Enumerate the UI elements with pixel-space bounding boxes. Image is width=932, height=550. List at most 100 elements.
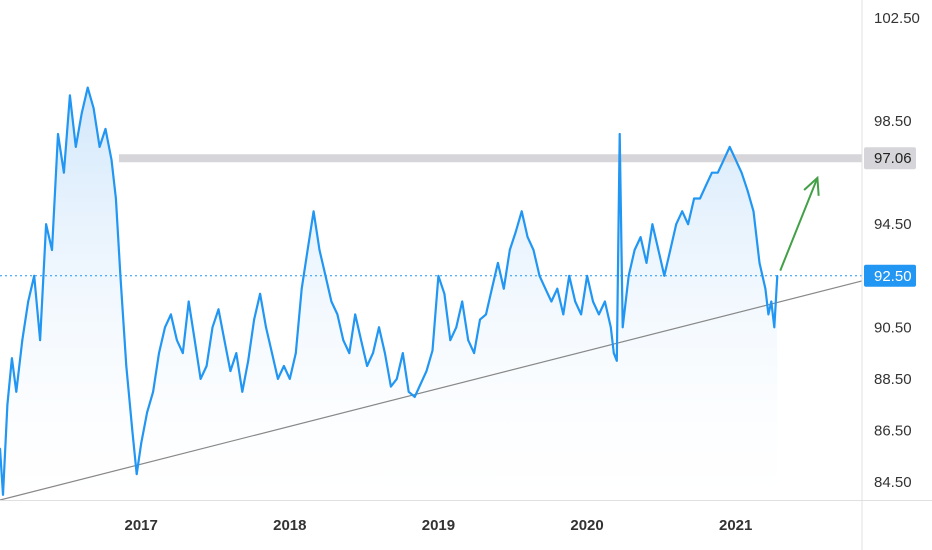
data-point	[544, 287, 547, 290]
data-point	[170, 313, 172, 316]
y-tick-label: 98.50	[874, 113, 912, 130]
data-point	[223, 339, 226, 342]
data-point	[550, 300, 553, 303]
data-point	[740, 171, 743, 174]
data-point	[461, 300, 464, 303]
data-point	[324, 274, 327, 277]
data-point	[140, 442, 143, 445]
x-tick-label: 2020	[570, 517, 603, 534]
data-point	[33, 274, 36, 277]
data-point	[612, 352, 615, 354]
data-point	[152, 390, 155, 393]
data-point	[92, 107, 95, 110]
data-point	[746, 189, 749, 192]
data-point	[74, 146, 77, 148]
data-point	[514, 231, 517, 233]
x-tick-label: 2017	[125, 517, 158, 534]
data-point	[592, 300, 594, 303]
data-point	[598, 313, 600, 316]
data-point	[241, 390, 244, 393]
data-point	[229, 370, 232, 372]
data-point	[645, 262, 648, 264]
resistance-price-badge	[864, 147, 916, 170]
data-point	[330, 300, 333, 303]
data-point	[366, 365, 368, 367]
data-point	[728, 146, 731, 148]
data-point	[639, 236, 642, 239]
data-point	[663, 274, 666, 277]
data-point	[119, 274, 122, 277]
data-point	[300, 287, 303, 290]
data-point	[716, 171, 719, 174]
current-price-label: 92.50	[874, 268, 912, 285]
data-point	[390, 385, 392, 388]
price-area-fill	[0, 87, 778, 500]
data-point	[57, 133, 59, 135]
data-point	[734, 158, 737, 161]
data-point	[627, 274, 630, 277]
data-point	[11, 357, 13, 360]
data-point	[419, 383, 422, 385]
data-point	[15, 390, 18, 393]
data-point	[131, 429, 134, 432]
data-point	[2, 493, 4, 496]
x-tick-label: 2021	[719, 517, 752, 534]
data-point	[283, 365, 285, 367]
data-point	[135, 473, 138, 476]
data-point	[45, 223, 47, 226]
data-point	[764, 287, 767, 290]
y-tick-label: 94.50	[874, 216, 912, 233]
data-point	[110, 158, 113, 161]
data-point	[63, 171, 65, 174]
data-point	[51, 249, 53, 251]
data-point	[176, 339, 178, 342]
data-point	[306, 249, 309, 251]
data-point	[348, 352, 351, 354]
data-point	[651, 223, 654, 226]
data-point	[211, 326, 214, 329]
data-point	[181, 352, 184, 354]
data-point	[711, 171, 713, 174]
data-point	[395, 378, 398, 380]
data-point	[354, 313, 357, 316]
data-point	[574, 300, 577, 303]
data-point	[80, 112, 83, 115]
data-point	[378, 326, 380, 329]
data-point	[443, 292, 446, 295]
data-point	[752, 210, 755, 213]
data-point	[247, 359, 250, 362]
y-tick-label: 84.50	[874, 474, 912, 491]
resistance-band	[118, 154, 863, 163]
data-point	[705, 184, 707, 187]
data-point	[86, 86, 89, 89]
y-tick-label: 90.50	[874, 319, 912, 336]
data-point	[125, 365, 128, 367]
data-point	[407, 390, 410, 393]
data-point	[384, 352, 386, 354]
data-point	[502, 287, 505, 290]
data-point	[675, 223, 678, 226]
data-point	[98, 146, 101, 148]
data-point	[193, 339, 196, 342]
data-point	[767, 313, 770, 316]
data-point	[568, 274, 571, 277]
data-point	[360, 339, 362, 342]
data-point	[6, 403, 9, 406]
data-point	[485, 313, 487, 316]
data-point	[538, 274, 541, 277]
data-point	[580, 313, 582, 316]
data-point	[609, 326, 612, 329]
data-point	[562, 313, 565, 316]
current-price-badge	[864, 264, 916, 287]
data-point	[199, 378, 202, 380]
data-point	[253, 318, 256, 321]
data-point	[449, 339, 452, 342]
plot-area	[0, 86, 863, 501]
data-point	[104, 127, 107, 130]
data-point	[271, 352, 273, 354]
data-point	[401, 352, 404, 354]
data-point	[455, 326, 458, 329]
forecast-arrow-head	[803, 175, 820, 196]
data-point	[758, 262, 761, 264]
